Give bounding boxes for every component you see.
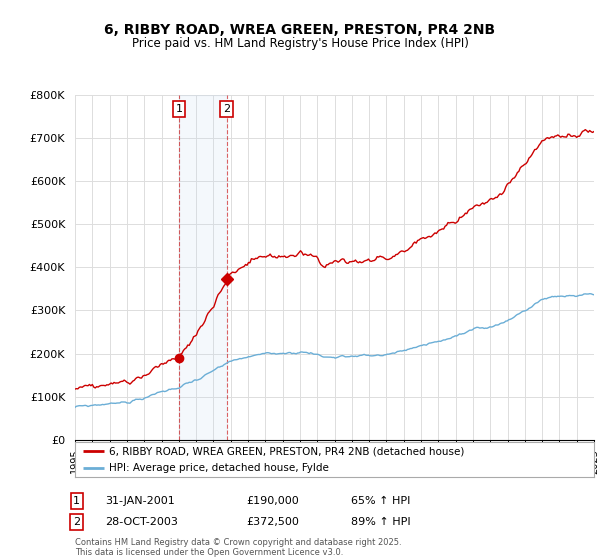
Text: 28-OCT-2003: 28-OCT-2003 — [105, 517, 178, 527]
Text: 89% ↑ HPI: 89% ↑ HPI — [351, 517, 410, 527]
Text: 1: 1 — [176, 104, 182, 114]
Text: £190,000: £190,000 — [246, 496, 299, 506]
Text: 6, RIBBY ROAD, WREA GREEN, PRESTON, PR4 2NB: 6, RIBBY ROAD, WREA GREEN, PRESTON, PR4 … — [104, 23, 496, 37]
Text: Price paid vs. HM Land Registry's House Price Index (HPI): Price paid vs. HM Land Registry's House … — [131, 37, 469, 50]
Text: 65% ↑ HPI: 65% ↑ HPI — [351, 496, 410, 506]
Text: 31-JAN-2001: 31-JAN-2001 — [105, 496, 175, 506]
Text: 2: 2 — [223, 104, 230, 114]
Text: 6, RIBBY ROAD, WREA GREEN, PRESTON, PR4 2NB (detached house): 6, RIBBY ROAD, WREA GREEN, PRESTON, PR4 … — [109, 446, 464, 456]
Text: £372,500: £372,500 — [246, 517, 299, 527]
Text: Contains HM Land Registry data © Crown copyright and database right 2025.
This d: Contains HM Land Registry data © Crown c… — [75, 538, 401, 557]
Text: 2: 2 — [73, 517, 80, 527]
Bar — [179, 95, 227, 440]
Text: 1: 1 — [73, 496, 80, 506]
Text: HPI: Average price, detached house, Fylde: HPI: Average price, detached house, Fyld… — [109, 464, 329, 473]
